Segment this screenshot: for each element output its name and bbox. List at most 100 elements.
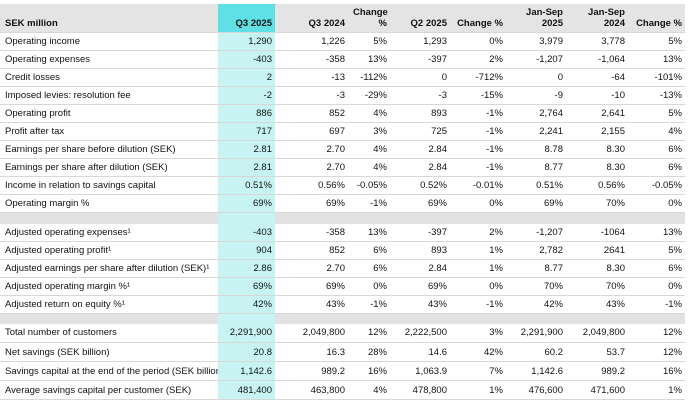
cell-value: 69% (275, 194, 348, 213)
cell-value: 42% (450, 342, 506, 362)
table-row: Credit losses 2 -13 -112% 0 -712% 0 -64 -101% (0, 68, 685, 87)
gap-cell (506, 313, 566, 324)
gap-cell (628, 313, 685, 324)
cell-value: -1% (450, 295, 506, 314)
table-row: Adjusted earnings per share after diluti… (0, 259, 685, 278)
cell-value: -1064 (566, 223, 628, 242)
cell-value: 0% (450, 194, 506, 213)
column-header: Change % (628, 4, 685, 33)
cell-value: 5% (348, 32, 390, 51)
gap-cell (450, 212, 506, 224)
cell-value: -1% (348, 295, 390, 314)
cell-value: 1,142.6 (218, 361, 275, 381)
cell-value: 2,241 (506, 122, 566, 141)
cell-value: -1% (450, 122, 506, 141)
cell-value: 6% (348, 241, 390, 260)
cell-value: 3% (348, 122, 390, 141)
cell-value: 5% (628, 241, 685, 260)
row-label: Adjusted operating expenses¹ (0, 223, 218, 242)
cell-value: -1,207 (506, 223, 566, 242)
row-label: Total number of customers (0, 323, 218, 343)
cell-value: -358 (275, 50, 348, 69)
cell-value: 0.56% (275, 176, 348, 195)
cell-value: 13% (628, 223, 685, 242)
column-header: Q3 2025 (218, 4, 275, 33)
gap-cell (390, 212, 450, 224)
table-row: Adjusted operating margin %¹ 69% 69% 0% 69% 0… (0, 277, 685, 296)
column-header: Change % (450, 4, 506, 33)
table-row: Total number of customers 2,291,900 2,049,… (0, 323, 685, 343)
cell-value: 0.51% (506, 176, 566, 195)
page: SEK million Q3 2025 Q3 2024 Change % Q2 2025… (0, 4, 690, 405)
cell-value: -13 (275, 68, 348, 87)
cell-value: -712% (450, 68, 506, 87)
cell-value: -403 (218, 223, 275, 242)
cell-value: -397 (390, 50, 450, 69)
cell-value: 2,764 (506, 104, 566, 123)
cell-value: 5% (628, 32, 685, 51)
cell-value: 717 (218, 122, 275, 141)
cell-value: -397 (390, 223, 450, 242)
cell-value: 12% (628, 323, 685, 343)
cell-value: 2 (218, 68, 275, 87)
cell-value: 4% (628, 122, 685, 141)
cell-value: 1% (450, 241, 506, 260)
financial-table: SEK million Q3 2025 Q3 2024 Change % Q2 2025… (0, 4, 685, 400)
cell-value: 16.3 (275, 342, 348, 362)
column-header: Q2 2025 (390, 4, 450, 33)
header-row: SEK million Q3 2025 Q3 2024 Change % Q2 2025… (0, 4, 685, 33)
cell-value: -0.01% (450, 176, 506, 195)
gap-cell (0, 212, 218, 224)
cell-value: 2641 (566, 241, 628, 260)
table-row: Adjusted operating expenses¹ -403 -358 13% -… (0, 223, 685, 242)
cell-value: -1% (450, 104, 506, 123)
cell-value: 0.56% (566, 176, 628, 195)
cell-value: -101% (628, 68, 685, 87)
cell-value: 2.86 (218, 259, 275, 278)
cell-value: 2.81 (218, 140, 275, 159)
cell-value: -1% (450, 140, 506, 159)
cell-value: 2.84 (390, 259, 450, 278)
row-label: Income in relation to savings capital (0, 176, 218, 195)
cell-value: 481,400 (218, 380, 275, 400)
cell-value: 13% (628, 50, 685, 69)
gap-cell (628, 212, 685, 224)
cell-value: 0 (506, 68, 566, 87)
row-label: Adjusted earnings per share after diluti… (0, 259, 218, 278)
cell-value: -9 (506, 86, 566, 105)
cell-value: 2,222,500 (390, 323, 450, 343)
cell-value: 471,600 (566, 380, 628, 400)
row-label: Imposed levies: resolution fee (0, 86, 218, 105)
cell-value: 2,291,900 (506, 323, 566, 343)
cell-value: 20.8 (218, 342, 275, 362)
cell-value: 2,291,900 (218, 323, 275, 343)
cell-value: 2,782 (506, 241, 566, 260)
cell-value: 1% (450, 259, 506, 278)
cell-value: 0.52% (390, 176, 450, 195)
table-row: Average savings capital per customer (SE… (0, 380, 685, 400)
cell-value: 43% (275, 295, 348, 314)
cell-value: 53.7 (566, 342, 628, 362)
cell-value: -29% (348, 86, 390, 105)
table-row: Adjusted return on equity %¹ 42% 43% -1% 43%… (0, 295, 685, 314)
cell-value: -64 (566, 68, 628, 87)
column-header: Q3 2024 (275, 4, 348, 33)
cell-value: 13% (348, 223, 390, 242)
cell-value: 0% (450, 32, 506, 51)
cell-value: -15% (450, 86, 506, 105)
row-label: Operating margin % (0, 194, 218, 213)
cell-value: 1,226 (275, 32, 348, 51)
cell-value: 1% (450, 380, 506, 400)
cell-value: 6% (628, 158, 685, 177)
cell-value: 69% (275, 277, 348, 296)
table-row: Imposed levies: resolution fee -2 -3 -29% -3… (0, 86, 685, 105)
cell-value: 4% (348, 104, 390, 123)
cell-value: 2,641 (566, 104, 628, 123)
cell-value: 476,600 (506, 380, 566, 400)
cell-value: 4% (348, 380, 390, 400)
cell-value: 42% (506, 295, 566, 314)
column-header: Change % (348, 4, 390, 33)
cell-value: 3% (450, 323, 506, 343)
cell-value: -3 (275, 86, 348, 105)
row-label: Adjusted return on equity %¹ (0, 295, 218, 314)
